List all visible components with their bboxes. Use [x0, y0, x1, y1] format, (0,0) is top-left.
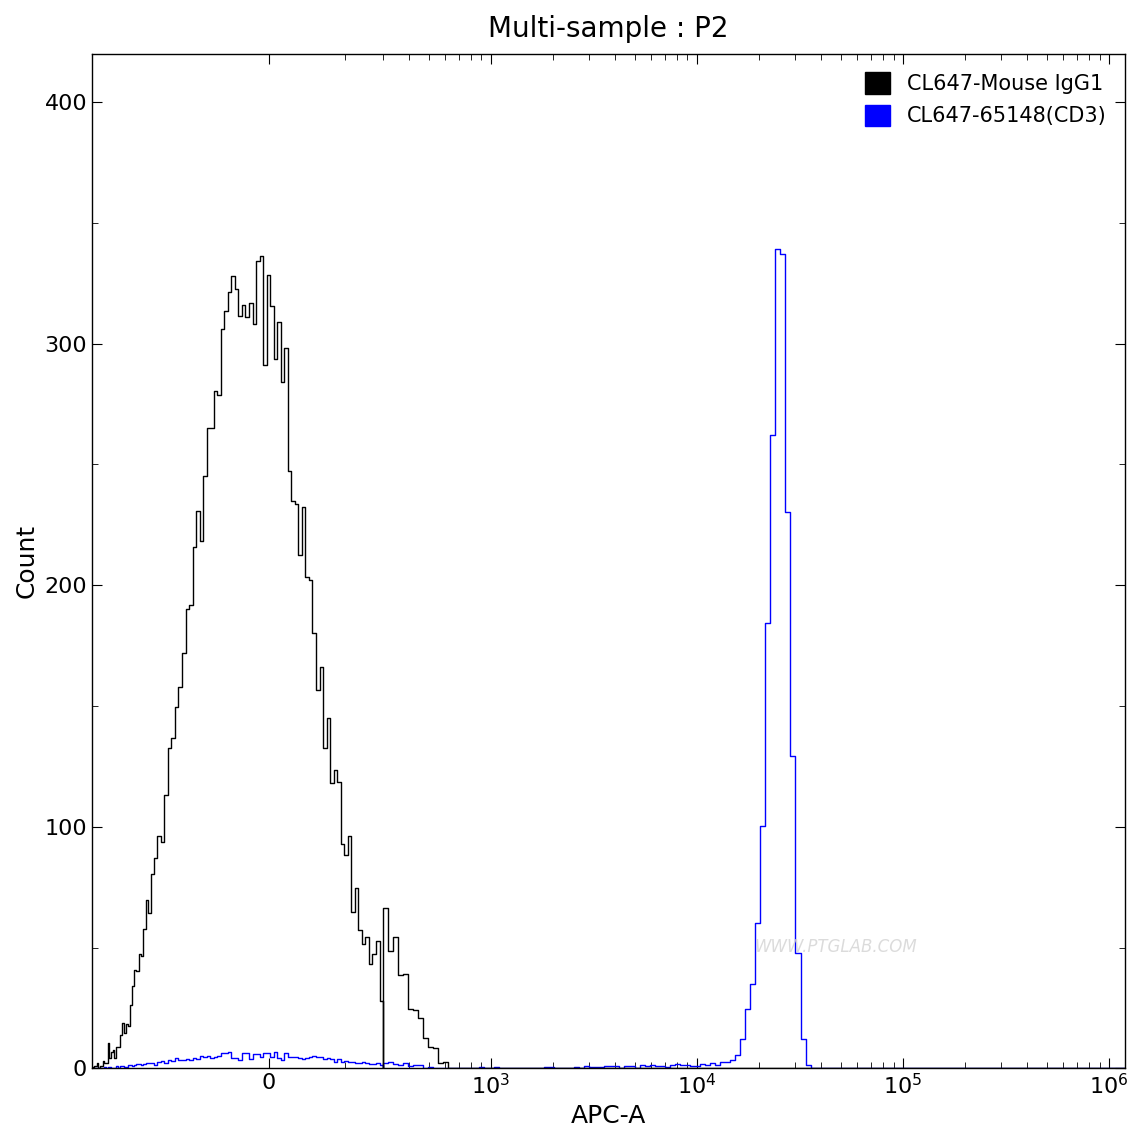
Legend: CL647-Mouse IgG1, CL647-65148(CD3): CL647-Mouse IgG1, CL647-65148(CD3) — [857, 64, 1115, 135]
Text: WWW.PTGLAB.COM: WWW.PTGLAB.COM — [754, 937, 918, 956]
Title: Multi-sample : P2: Multi-sample : P2 — [488, 15, 729, 43]
Y-axis label: Count: Count — [15, 523, 39, 598]
X-axis label: APC-A: APC-A — [571, 1104, 646, 1128]
